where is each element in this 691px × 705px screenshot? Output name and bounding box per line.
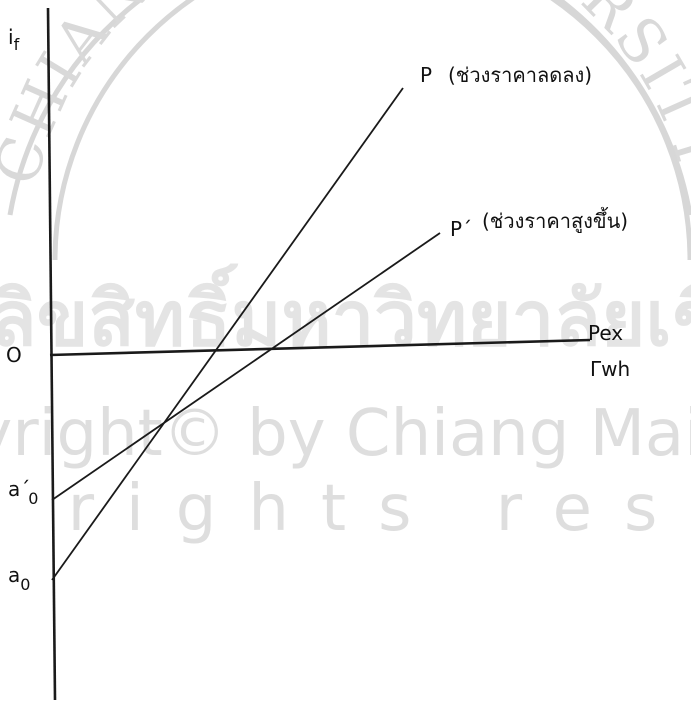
- watermark-copyright: Copyright© by Chiang Mai University: [0, 397, 691, 471]
- line-p-prime-label: P´: [450, 217, 472, 241]
- line-p-label: P: [420, 63, 432, 87]
- x-axis-label-rwh: Γwh: [590, 357, 630, 381]
- line-p: [51, 87, 404, 581]
- x-axis-label-pex: Pex: [588, 321, 623, 345]
- seal-inner-arc: [52, 0, 691, 261]
- line-p-prime: [51, 232, 441, 501]
- line-p-note: (ช่วงราคาลดลง): [448, 63, 592, 87]
- watermark-rights: All rights reserved: [0, 472, 691, 546]
- intercept-a0-prime: a´0: [8, 477, 38, 508]
- y-axis-label: if: [8, 25, 20, 54]
- intercept-a0: a0: [8, 563, 30, 594]
- origin-label: O: [6, 343, 22, 367]
- horizontal-axis: [49, 338, 591, 357]
- line-p-prime-note: (ช่วงราคาสูงขึ้น): [482, 207, 628, 234]
- seal-text: CHIANG MAI UNIVERSITY: [0, 0, 691, 192]
